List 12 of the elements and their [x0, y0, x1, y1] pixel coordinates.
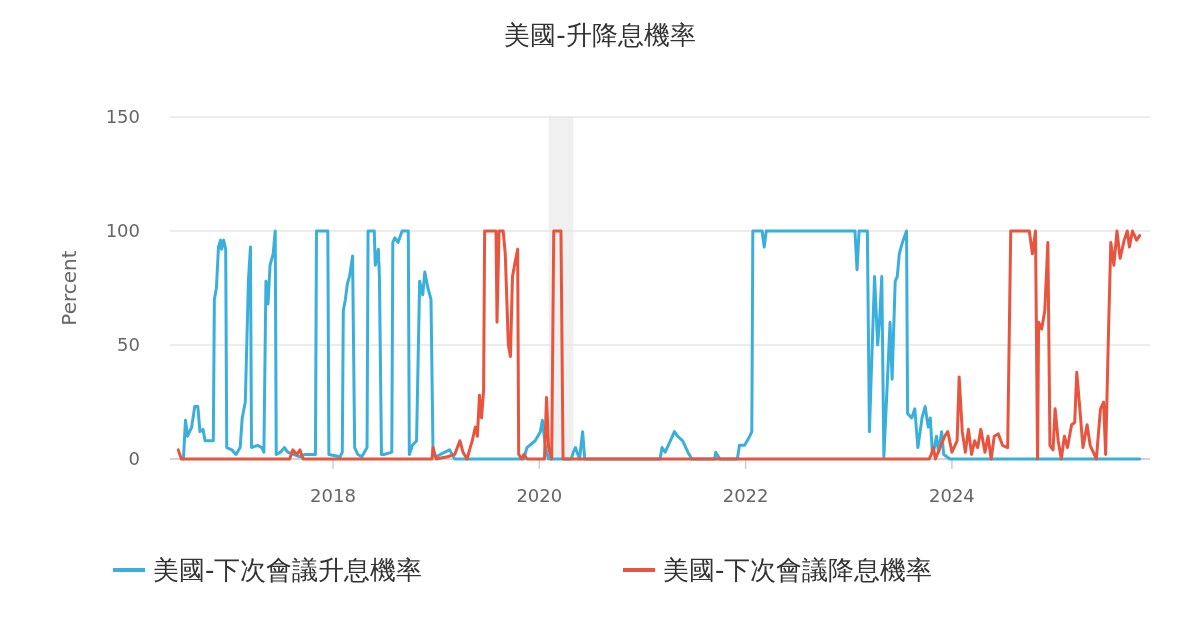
legend-label: 美國-下次會議升息機率 — [153, 555, 423, 586]
x-tick-label: 2020 — [516, 485, 563, 506]
legend-label: 美國-下次會議降息機率 — [663, 555, 933, 586]
y-tick-label: 50 — [117, 334, 140, 356]
x-tick-label: 2022 — [722, 485, 769, 506]
y-axis-title: Percent — [57, 250, 81, 326]
y-tick-label: 100 — [105, 220, 140, 242]
y-tick-label: 150 — [105, 106, 140, 128]
chart-title: 美國-升降息機率 — [504, 20, 696, 50]
x-tick-label: 2018 — [310, 485, 356, 506]
y-tick-label: 0 — [128, 448, 140, 470]
x-tick-label: 2024 — [929, 485, 975, 506]
